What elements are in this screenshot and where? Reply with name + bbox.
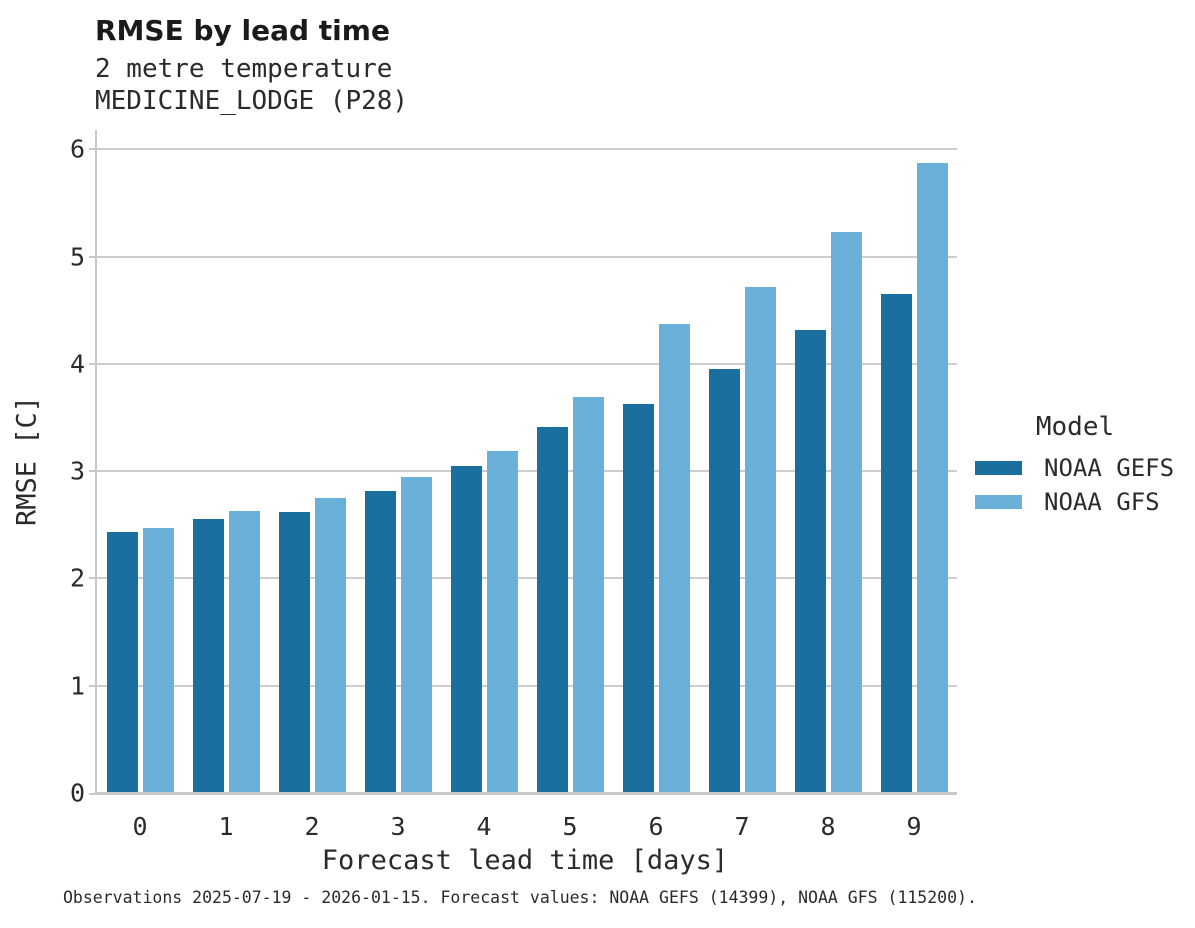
y-tick-mark [89, 148, 95, 151]
chart-subtitle: 2 metre temperature MEDICINE_LODGE (P28) [95, 53, 408, 117]
y-tick-label: 2 [69, 563, 85, 593]
legend-label: NOAA GEFS [1044, 454, 1175, 482]
x-tick-label: 2 [304, 812, 320, 841]
y-tick-label: 1 [69, 671, 85, 701]
y-tick-label: 0 [69, 778, 85, 808]
bar-noaa-gefs [708, 369, 740, 792]
legend-swatch-noaa-gefs [975, 461, 1022, 475]
y-tick-mark [89, 255, 95, 258]
y-tick-label: 6 [69, 134, 85, 164]
y-tick-label: 4 [69, 349, 85, 379]
gridline [97, 577, 957, 580]
bar-noaa-gfs [486, 450, 518, 792]
y-tick-mark [89, 470, 95, 473]
bar-noaa-gfs [658, 324, 690, 792]
gridline [97, 470, 957, 473]
bar-noaa-gefs [794, 329, 826, 792]
x-tick-label: 3 [390, 812, 406, 841]
y-tick-label: 5 [69, 242, 85, 272]
chart-title: RMSE by lead time [95, 14, 390, 47]
x-tick-label: 9 [906, 812, 922, 841]
gridline [97, 148, 957, 151]
plot-area: 0 1 2 3 4 5 6 0 1 2 3 4 5 6 7 8 9 [70, 130, 957, 840]
y-tick-mark [89, 793, 95, 795]
x-axis-label: Forecast lead time [days] [321, 845, 729, 876]
x-tick-label: 6 [648, 812, 664, 841]
bar-noaa-gfs [314, 498, 346, 792]
x-tick-label: 5 [562, 812, 578, 841]
x-tick-label: 4 [476, 812, 492, 841]
bar-noaa-gefs [880, 294, 912, 792]
chart-subtitle-line-1: 2 metre temperature [95, 54, 393, 84]
x-tick-label: 7 [734, 812, 750, 841]
legend-item: NOAA GEFS [975, 451, 1175, 485]
bar-noaa-gefs [622, 403, 654, 792]
bar-noaa-gfs [916, 163, 948, 792]
bar-noaa-gefs [106, 532, 138, 792]
chart-header: RMSE by lead time 2 metre temperature ME… [95, 14, 408, 117]
y-tick-mark [89, 684, 95, 687]
bar-noaa-gfs [142, 528, 174, 792]
gridline [97, 255, 957, 258]
bar-noaa-gefs [192, 519, 224, 792]
y-tick-mark [89, 577, 95, 580]
caption: Observations 2025-07-19 - 2026-01-15. Fo… [63, 888, 977, 907]
legend: Model NOAA GEFS NOAA GFS [975, 412, 1175, 519]
bar-noaa-gfs [572, 397, 604, 792]
y-tick-label: 3 [69, 456, 85, 486]
bar-noaa-gefs [364, 490, 396, 792]
chart-subtitle-line-2: MEDICINE_LODGE (P28) [95, 86, 409, 116]
legend-title: Model [1035, 412, 1115, 442]
bar-noaa-gefs [450, 465, 482, 792]
bar-noaa-gfs [830, 231, 862, 792]
bar-noaa-gfs [228, 510, 260, 792]
x-tick-label: 8 [820, 812, 836, 841]
legend-swatch-noaa-gfs [975, 495, 1022, 509]
legend-item: NOAA GFS [975, 485, 1175, 519]
x-tick-label: 1 [218, 812, 234, 841]
gridline [97, 362, 957, 365]
bar-noaa-gfs [744, 286, 776, 792]
bar-noaa-gfs [400, 476, 432, 792]
x-tick-label: 0 [132, 812, 148, 841]
bar-noaa-gefs [536, 427, 568, 792]
gridline [97, 684, 957, 687]
legend-label: NOAA GFS [1044, 488, 1160, 516]
y-tick-mark [89, 362, 95, 365]
legend-items: NOAA GEFS NOAA GFS [975, 451, 1175, 519]
bar-noaa-gefs [278, 511, 310, 792]
